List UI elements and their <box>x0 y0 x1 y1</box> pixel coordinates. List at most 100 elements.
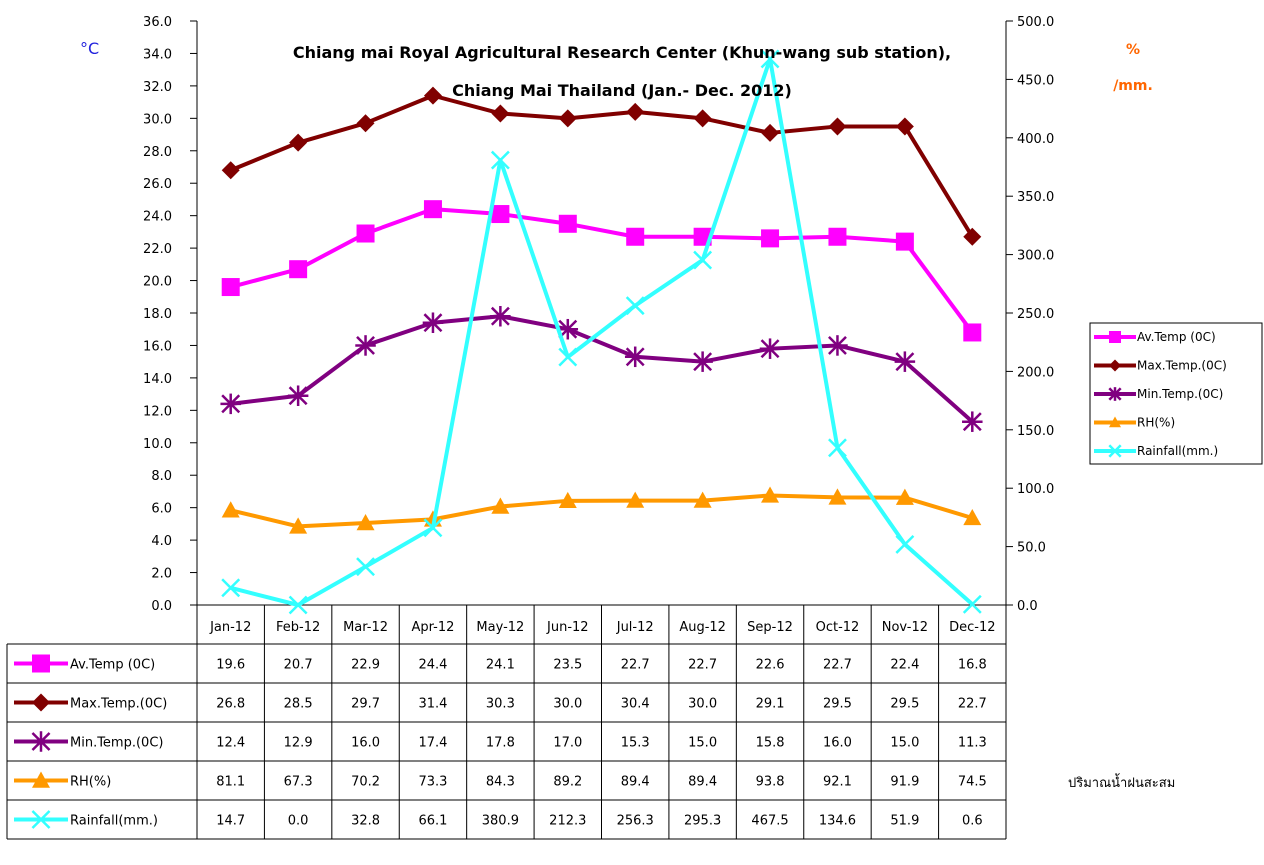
left-tick-label: 36.0 <box>143 15 172 30</box>
table-cell: 51.9 <box>890 814 919 829</box>
left-tick-label: 20.0 <box>143 275 172 290</box>
table-cell: 84.3 <box>486 775 515 790</box>
series-line <box>230 493 973 529</box>
left-tick-label: 12.0 <box>143 404 172 419</box>
data-point <box>356 114 375 133</box>
table-cell: 81.1 <box>216 775 245 790</box>
data-point <box>963 323 982 342</box>
data-point <box>558 214 577 233</box>
category-label: Jul-12 <box>616 620 654 635</box>
data-point <box>289 260 308 279</box>
data-point <box>828 438 847 458</box>
left-tick-label: 8.0 <box>151 469 172 484</box>
data-point <box>625 296 645 316</box>
left-tick-label: 4.0 <box>151 534 172 549</box>
data-point <box>491 205 510 224</box>
table-cell: 24.4 <box>418 658 447 673</box>
category-label: Oct-12 <box>816 620 860 635</box>
data-point <box>287 385 309 406</box>
data-point <box>624 346 646 368</box>
right-tick-label: 450.0 <box>1017 73 1054 88</box>
table-cell: 30.0 <box>553 697 582 712</box>
data-point <box>760 49 780 69</box>
table-cell: 20.7 <box>284 658 313 673</box>
data-point <box>828 117 847 136</box>
table-series-label: Av.Temp (0C) <box>70 658 155 673</box>
table-legend-marker <box>31 810 51 829</box>
data-point <box>221 501 240 518</box>
data-point <box>693 109 712 128</box>
data-point <box>693 491 712 508</box>
category-label: Nov-12 <box>882 620 928 635</box>
category-label: Jun-12 <box>546 620 589 635</box>
table-cell: 89.4 <box>621 775 650 790</box>
table-cell: 19.6 <box>216 658 245 673</box>
table-series-label: Min.Temp.(0C) <box>70 736 163 751</box>
data-point <box>288 595 308 615</box>
table-cell: 380.9 <box>482 814 519 829</box>
data-point <box>626 227 645 246</box>
data-point <box>962 411 983 432</box>
data-point <box>221 278 240 297</box>
data-point <box>289 517 308 534</box>
table-cell: 73.3 <box>418 775 447 790</box>
chart-title-line2: Chiang Mai Thailand (Jan.- Dec. 2012) <box>452 81 792 100</box>
table-cell: 22.6 <box>756 658 785 673</box>
data-point <box>895 488 914 505</box>
table-cell: 30.0 <box>688 697 717 712</box>
table-cell: 12.4 <box>216 736 245 751</box>
left-tick-label: 24.0 <box>143 210 172 225</box>
data-point <box>356 224 375 243</box>
table-legend-marker <box>32 771 50 788</box>
table-cell: 15.3 <box>621 736 650 751</box>
legend-marker <box>1109 416 1121 428</box>
data-point <box>828 488 847 505</box>
left-tick-label: 6.0 <box>151 502 172 517</box>
data-point <box>422 312 444 333</box>
table-cell: 30.4 <box>621 697 650 712</box>
table-cell: 15.0 <box>890 736 919 751</box>
data-point <box>692 351 713 372</box>
left-tick-label: 34.0 <box>143 47 172 62</box>
right-tick-label: 500.0 <box>1017 15 1054 30</box>
left-tick-label: 18.0 <box>143 307 172 322</box>
table-cell: 14.7 <box>216 814 245 829</box>
data-point <box>221 161 240 180</box>
left-tick-label: 32.0 <box>143 80 172 95</box>
category-label: Aug-12 <box>679 620 726 635</box>
table-cell: 30.3 <box>486 697 515 712</box>
right-axis-unit-line2: /mm. <box>1113 78 1153 94</box>
table-cell: 29.5 <box>890 697 919 712</box>
data-point <box>828 227 847 246</box>
data-point <box>491 497 510 514</box>
table-cell: 29.1 <box>756 697 785 712</box>
table-legend-marker <box>32 693 50 712</box>
left-tick-label: 0.0 <box>151 599 172 614</box>
series-line <box>229 93 974 238</box>
legend-marker <box>1108 387 1122 401</box>
right-axis-unit-line1: % <box>1126 42 1140 58</box>
data-point <box>693 250 713 270</box>
accumulated-rainfall-note: ปริมาณน้ำฝนสะสม <box>1068 773 1175 791</box>
table-cell: 467.5 <box>751 814 788 829</box>
table-cell: 15.0 <box>688 736 717 751</box>
left-tick-label: 26.0 <box>143 177 172 192</box>
category-label: May-12 <box>476 620 524 635</box>
table-cell: 74.5 <box>958 775 987 790</box>
right-tick-label: 0.0 <box>1017 599 1038 614</box>
table-cell: 16.0 <box>351 736 380 751</box>
series-line <box>230 207 974 334</box>
data-point <box>894 351 916 372</box>
table-cell: 15.8 <box>756 736 785 751</box>
table-cell: 212.3 <box>549 814 586 829</box>
table-cell: 134.6 <box>819 814 856 829</box>
data-point <box>626 102 645 121</box>
table-cell: 91.9 <box>890 775 919 790</box>
series-line <box>230 56 974 607</box>
data-point <box>491 104 510 123</box>
table-cell: 29.7 <box>351 697 380 712</box>
series-3 <box>221 486 982 534</box>
table-cell: 67.3 <box>284 775 313 790</box>
category-label: Feb-12 <box>276 620 320 635</box>
right-axis: 0.0 50.0 100.0 150.0 200.0 250.0 300.0 350.0 400… <box>1006 15 1054 614</box>
